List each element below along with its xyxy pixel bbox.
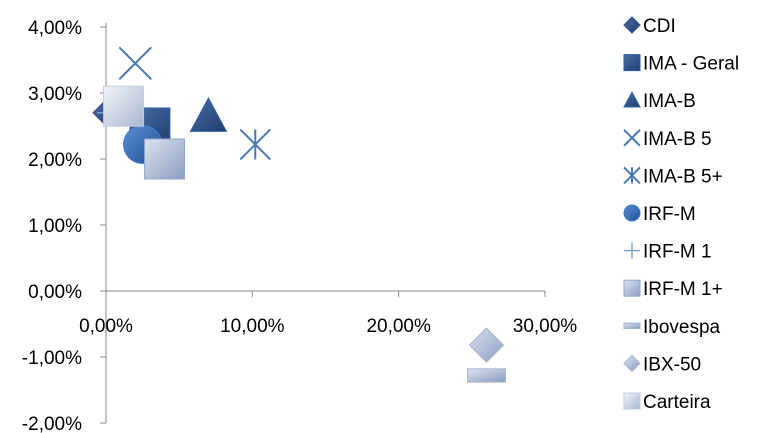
legend-marker-7 <box>623 279 641 297</box>
data-points <box>92 46 506 383</box>
legend-marker-8 <box>623 322 641 330</box>
legend-marker-0 <box>623 16 641 34</box>
y-tick-label: 4,00% <box>28 18 82 39</box>
legend-marker-1 <box>623 54 641 72</box>
tick-labels: 4,00% 3,00% 2,00% 1,00% 0,00% -1,00% -2,00% 0,0… <box>22 18 578 433</box>
legend-label-3: IMA-B 5 <box>643 129 712 150</box>
legend-marker-2 <box>623 91 641 108</box>
y-tick-label: 2,00% <box>28 150 82 171</box>
data-point-7 <box>144 138 186 180</box>
legend-label-8: Ibovespa <box>643 317 721 338</box>
legend-marker-5 <box>623 204 641 222</box>
legend: CDI IMA - Geral IMA-B IMA-B 5 IMA-B 5+ IRF-M I… <box>623 16 739 413</box>
data-point-4 <box>239 128 271 161</box>
data-point-3 <box>118 46 152 81</box>
x-tick-label: 20,00% <box>366 316 431 337</box>
y-tick-label: -2,00% <box>22 414 82 433</box>
legend-label-0: CDI <box>643 16 676 37</box>
x-tick-label: 0,00% <box>79 316 133 337</box>
data-point-9 <box>468 327 505 363</box>
legend-label-7: IRF-M 1+ <box>643 279 723 300</box>
y-tick-label: 0,00% <box>28 282 82 303</box>
legend-label-1: IMA - Geral <box>643 54 739 75</box>
x-tick-label: 10,00% <box>220 316 285 337</box>
data-point-2 <box>189 97 228 132</box>
legend-marker-6 <box>624 242 640 259</box>
y-tick-label: 3,00% <box>28 84 82 105</box>
legend-label-6: IRF-M 1 <box>643 242 712 263</box>
y-tick-label: -1,00% <box>22 348 82 369</box>
legend-marker-10 <box>623 392 641 410</box>
legend-marker-3 <box>623 129 641 147</box>
legend-label-4: IMA-B 5+ <box>643 166 723 187</box>
y-tick-label: 1,00% <box>28 216 82 237</box>
axes <box>100 23 546 424</box>
legend-label-10: Carteira <box>643 392 711 413</box>
legend-label-5: IRF-M <box>643 204 696 225</box>
legend-label-2: IMA-B <box>643 91 696 112</box>
legend-label-9: IBX-50 <box>643 354 701 375</box>
legend-marker-4 <box>623 166 641 185</box>
x-tick-label: 30,00% <box>513 316 578 337</box>
data-point-10 <box>103 85 145 127</box>
data-point-8 <box>466 368 506 383</box>
legend-marker-9 <box>623 354 641 373</box>
